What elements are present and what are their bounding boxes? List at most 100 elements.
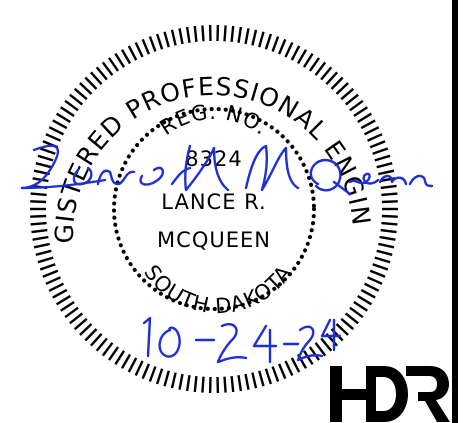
seal-edge-tick [349, 99, 364, 112]
seal-edge-tick [101, 342, 114, 357]
seal-edge-tick [114, 350, 126, 366]
seal-edge-tick [155, 33, 164, 50]
seal-edge-tick [258, 370, 265, 387]
seal-edge-tick [31, 228, 48, 234]
seal-edge-tick [52, 288, 68, 299]
seal-edge-tick [84, 328, 98, 342]
seal-edge-tick [79, 323, 93, 336]
seal-edge-tick [357, 294, 373, 306]
seal-edge-tick [90, 71, 103, 86]
seal-edge-tick [376, 249, 393, 256]
seal-serrated-edge [30, 24, 398, 394]
seal-edge-tick [325, 71, 338, 86]
seal-edge-tick [271, 36, 280, 52]
seal-edge-tick [120, 353, 132, 369]
seal-edge-tick [258, 31, 265, 48]
seal-inner-dotted-circle [112, 107, 316, 311]
seal-edge-tick [32, 235, 49, 241]
seal-edge-tick [353, 300, 368, 312]
seal-edge-tick [108, 57, 120, 72]
seal-edge-tick [163, 370, 170, 387]
seal-edge-tick [127, 357, 138, 373]
seal-edge-tick [193, 375, 198, 393]
seal-edge-tick [367, 133, 383, 142]
seal-edge-tick [277, 363, 287, 380]
seal-edge-tick [148, 366, 157, 382]
seal-edge-tick [60, 300, 75, 312]
seal-edge-tick [201, 376, 205, 393]
seal-edge-tick [30, 200, 47, 204]
right-border-line [452, 0, 458, 423]
seal-edge-tick [308, 346, 320, 361]
seal-edge-tick [302, 52, 314, 68]
seal-edge-tick [314, 61, 327, 76]
seal-edge-tick [230, 25, 235, 43]
seal-edge-tick [277, 38, 287, 55]
seal-edge-tick [48, 126, 65, 136]
seal-edge-tick [381, 214, 398, 218]
seal-edge-tick [79, 82, 93, 95]
seal-edge-tick [284, 360, 294, 377]
seal-edge-tick [114, 52, 126, 68]
seal-edge-tick [264, 33, 273, 50]
seal-edge-tick [178, 373, 184, 390]
seal-edge-tick [363, 126, 380, 136]
seal-edge-tick [55, 294, 71, 306]
seal-edge-tick [379, 235, 396, 241]
seal-edge-tick [178, 28, 184, 45]
seal-edge-tick [230, 375, 235, 393]
seal-edge-tick [73, 317, 88, 331]
seal-edge-tick [60, 106, 75, 118]
seal-edge-tick [148, 36, 157, 52]
seal-edge-tick [170, 372, 177, 389]
seal-edge-tick [39, 263, 56, 271]
seal-edge-tick [52, 119, 68, 130]
seal-edge-tick [367, 276, 383, 285]
seal-edge-tick [170, 29, 177, 46]
seal-name-line2: MCQUEEN [157, 228, 271, 252]
seal-edge-tick [108, 346, 120, 361]
seal-edge-tick [64, 306, 79, 319]
seal-edge-tick [372, 147, 389, 155]
seal-edge-tick [381, 192, 398, 197]
seal-edge-tick [376, 162, 393, 169]
seal-edge-tick [353, 106, 368, 118]
seal-edge-tick [244, 28, 250, 45]
seal-edge-tick [344, 93, 359, 106]
seal-edge-tick [37, 256, 54, 264]
seal-name-line1: LANCE R. [161, 190, 266, 214]
seal-edge-tick [69, 312, 84, 325]
seal-edge-tick [335, 323, 349, 336]
seal-edge-tick [344, 312, 359, 325]
seal-edge-tick [73, 87, 88, 101]
seal-edge-tick [251, 372, 258, 389]
seal-edge-tick [120, 49, 132, 65]
seal-edge-tick [374, 154, 391, 162]
seal-edge-tick [185, 26, 191, 43]
seal-edge-tick [271, 366, 280, 382]
seal-edge-tick [42, 269, 59, 278]
seal-edge-tick [330, 76, 344, 90]
seal-edge-tick [284, 41, 294, 58]
seal-edge-tick [244, 373, 250, 390]
seal-edge-tick [290, 357, 301, 373]
seal-edge-tick [163, 31, 170, 48]
seal-edge-tick [349, 306, 364, 319]
seal-edge-tick [381, 221, 398, 226]
seal-edge-tick [302, 350, 314, 366]
seal-edge-tick [251, 29, 258, 46]
seal-state-text: SOUTH DAKOTA [139, 260, 297, 318]
seal-edge-tick [360, 288, 376, 299]
seal-edge-tick [237, 375, 243, 392]
seal-edge-tick [37, 154, 54, 162]
seal-edge-tick [30, 221, 47, 226]
seal-edge-tick [380, 228, 397, 234]
seal-edge-tick [357, 112, 373, 124]
handwritten-date [142, 316, 342, 364]
seal-edge-tick [378, 242, 395, 249]
seal-edge-tick [369, 269, 386, 278]
seal-edge-tick [237, 26, 243, 43]
seal-edge-tick [296, 49, 308, 65]
seal-edge-tick [35, 249, 52, 256]
